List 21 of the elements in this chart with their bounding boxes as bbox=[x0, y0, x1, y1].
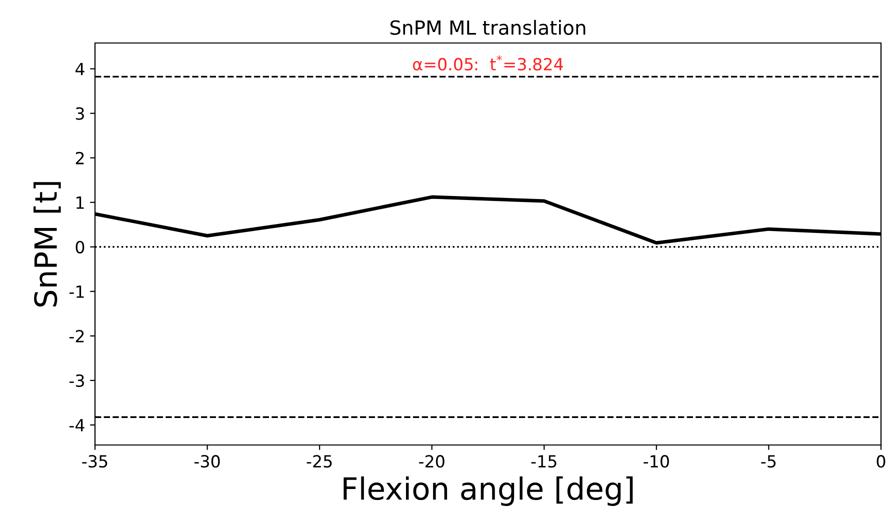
x-tick-label: -10 bbox=[644, 455, 669, 468]
x-tick-label: 0 bbox=[876, 455, 886, 468]
x-tick-label: -20 bbox=[419, 455, 444, 468]
y-axis-title: SnPM [t] bbox=[34, 182, 61, 307]
y-tick-label: -2 bbox=[69, 330, 84, 342]
x-tick-label: -15 bbox=[531, 455, 556, 468]
x-tick-label: -30 bbox=[194, 455, 220, 468]
x-axis-title: Flexion angle [deg] bbox=[344, 476, 633, 506]
y-tick-label: 1 bbox=[76, 196, 84, 209]
annotation: α=0.05: t$^{*}$=3.824 bbox=[413, 55, 563, 71]
y-tick-label: 2 bbox=[76, 152, 84, 164]
x-tick-label: -35 bbox=[82, 455, 108, 468]
y-tick-label: 3 bbox=[76, 107, 84, 120]
y-tick-label: -1 bbox=[69, 286, 84, 298]
y-tick-label: -3 bbox=[69, 374, 84, 388]
chart-title: SnPM ML translation bbox=[390, 20, 586, 35]
x-tick-label: -5 bbox=[761, 455, 776, 468]
x-tick-label: -25 bbox=[306, 455, 332, 468]
y-tick-label: 4 bbox=[75, 63, 84, 76]
y-tick-label: 0 bbox=[76, 240, 84, 254]
y-tick-label: -4 bbox=[69, 419, 84, 432]
